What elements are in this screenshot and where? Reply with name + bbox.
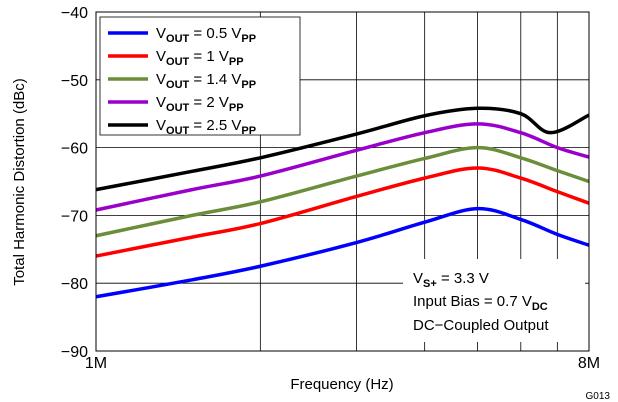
y-tick-label: −60 [61,141,88,158]
legend-entry: VOUT = 1 VPP [156,48,244,68]
y-tick-label: −40 [61,5,88,22]
plot-frame [95,11,590,352]
legend-entry: VOUT = 2 VPP [156,94,244,114]
legend-box [99,16,301,136]
y-tick-label: −70 [61,208,88,225]
series-line [95,145,590,238]
series-line [95,122,590,212]
y-tick-label: −50 [61,73,88,90]
series-line [95,106,590,192]
y-axis-label: Total Harmonic Distortion (dBc) [11,78,28,286]
annotation-box: VS+ = 3.3 V Input Bias = 0.7 VDC DC−Couple… [403,259,585,342]
series-line [95,166,590,258]
legend-entry: VOUT = 1.4 VPP [156,71,256,91]
legend-entry: VOUT = 2.5 VPP [156,117,256,137]
annotation-coupling: DC−Coupled Output [413,317,549,334]
annotation-background [403,259,585,342]
annotation-supply: VS+ = 3.3 V [413,270,489,290]
figure-id: G013 [586,391,611,402]
y-tick-label: −80 [61,276,88,293]
y-tick-label: −90 [61,344,88,361]
x-tick-label: 1M [85,355,107,372]
series-layer [95,106,590,299]
legend: VOUT = 0.5 VPP VOUT = 1 VPP VOUT = 1.4 VPP… [99,16,301,137]
x-tick-label: 8M [578,355,600,372]
annotation-input-bias: Input Bias = 0.7 VDC [413,293,548,313]
legend-entry: VOUT = 0.5 VPP [156,25,256,45]
series-line [95,206,590,299]
x-axis-label: Frequency (Hz) [290,376,393,393]
